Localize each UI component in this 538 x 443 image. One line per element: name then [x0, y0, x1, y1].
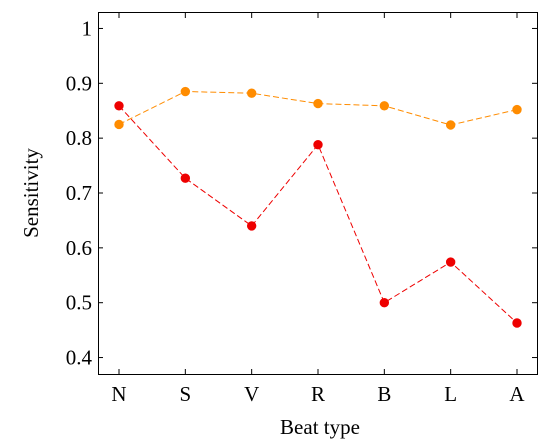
y-tick-label: 1 — [82, 16, 93, 40]
data-point — [313, 98, 323, 109]
data-point — [445, 257, 456, 267]
x-tick-label: S — [179, 382, 191, 406]
series-layer — [114, 86, 522, 328]
data-point — [114, 101, 124, 111]
data-point — [246, 221, 257, 231]
y-tick-label: 0.8 — [66, 126, 92, 150]
x-tick-label: V — [244, 382, 259, 406]
series-1 — [114, 86, 522, 130]
data-point — [379, 297, 390, 308]
plot-area-border — [98, 12, 538, 375]
data-point — [313, 140, 323, 150]
plot-frame — [98, 12, 538, 375]
y-tick-label: 0.7 — [66, 181, 92, 205]
y-tick-label: 0.5 — [66, 291, 92, 315]
data-point — [114, 119, 124, 130]
x-tick-label: N — [111, 382, 126, 406]
x-tick-label: A — [509, 382, 525, 406]
y-tick-label: 0.6 — [66, 236, 92, 260]
series-2 — [114, 101, 522, 328]
data-point — [445, 120, 456, 130]
data-point — [512, 104, 522, 115]
y-axis-label: Sensitivity — [19, 148, 43, 238]
y-tick-label: 0.4 — [66, 346, 93, 370]
x-tick-label: B — [377, 382, 391, 406]
axis-ticks — [98, 13, 537, 374]
x-axis-label: Beat type — [280, 415, 360, 439]
series-line — [118, 105, 518, 324]
tick-labels: 0.4 0.5 0.6 0.7 0.8 0.9 1 N S V R B L A — [66, 16, 526, 406]
data-point — [512, 318, 522, 328]
data-point — [379, 101, 390, 111]
x-tick-label: R — [311, 382, 325, 406]
y-tick-label: 0.9 — [66, 71, 92, 95]
data-point — [180, 173, 191, 183]
data-point — [246, 88, 257, 98]
x-tick-label: L — [444, 382, 457, 406]
data-point — [180, 86, 191, 97]
